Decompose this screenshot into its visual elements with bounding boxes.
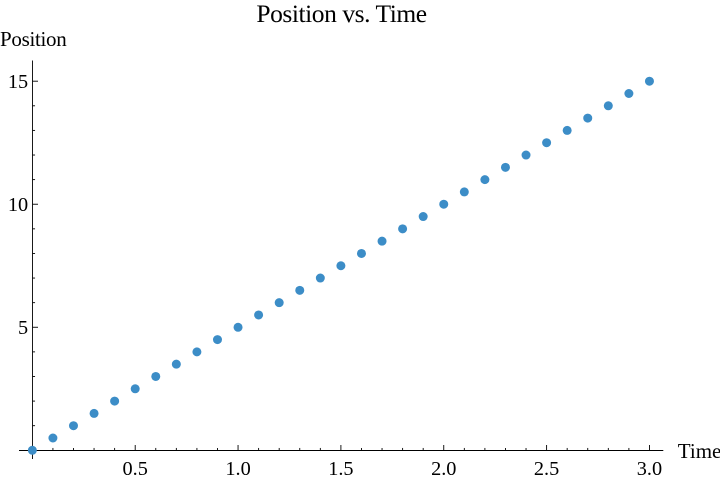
- svg-text:0.5: 0.5: [123, 458, 148, 480]
- svg-text:5: 5: [18, 317, 28, 339]
- svg-text:2.0: 2.0: [431, 458, 456, 480]
- svg-text:Time: Time: [678, 439, 720, 463]
- svg-text:15: 15: [8, 71, 28, 93]
- svg-text:1.0: 1.0: [225, 458, 250, 480]
- svg-text:1.5: 1.5: [328, 458, 353, 480]
- svg-text:3.0: 3.0: [637, 458, 662, 480]
- svg-text:10: 10: [8, 194, 28, 216]
- svg-text:Position vs. Time: Position vs. Time: [256, 0, 426, 28]
- svg-text:2.5: 2.5: [534, 458, 559, 480]
- svg-text:Position: Position: [0, 27, 67, 51]
